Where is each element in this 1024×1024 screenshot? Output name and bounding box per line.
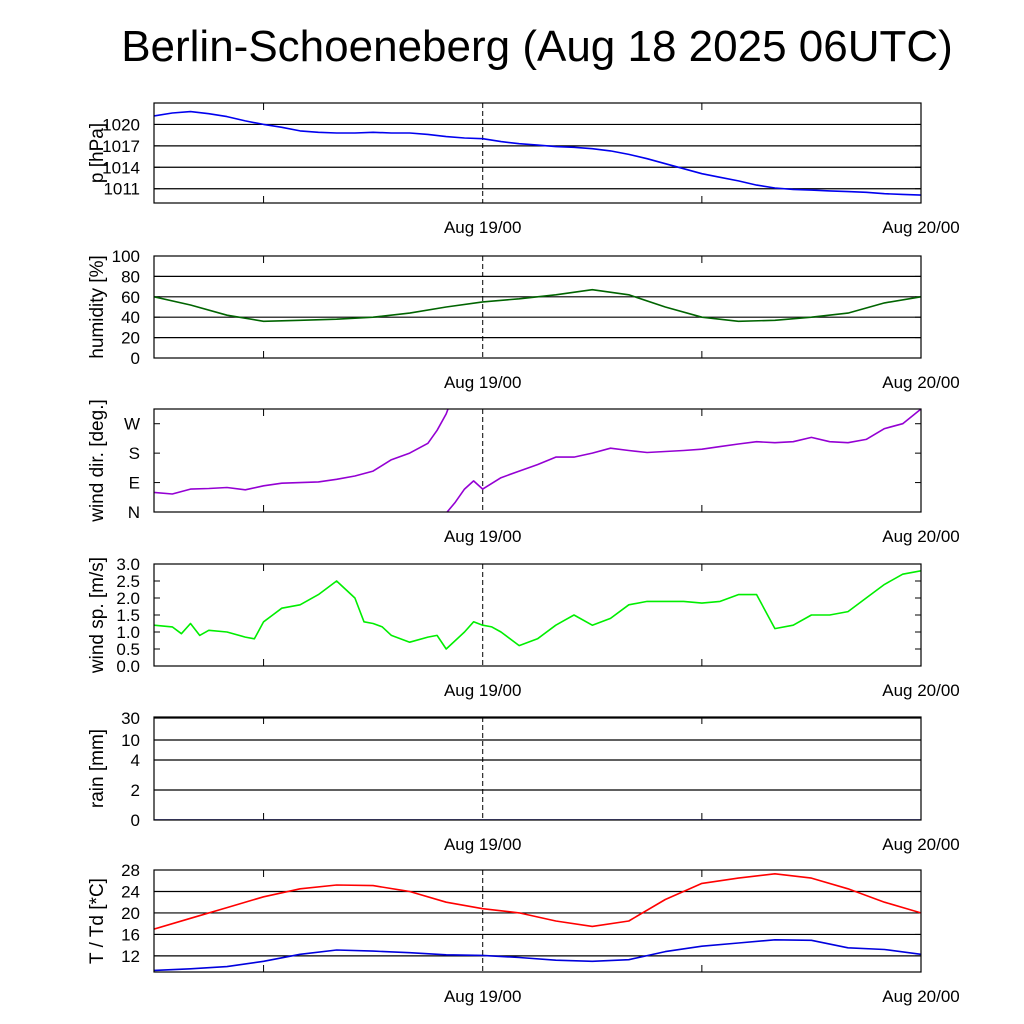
y-tick-label: 0 (131, 811, 140, 830)
plot-frame (153, 563, 922, 667)
panel-wind_speed: 0.00.51.01.52.02.53.0 Aug 19/00 Aug 20/00 w… (87, 555, 960, 700)
y-tick-label: 1017 (102, 137, 140, 156)
y-tick-label: 10 (121, 731, 140, 750)
y-tick-label: 20 (121, 329, 140, 348)
y-tick-label: 24 (121, 882, 140, 901)
y-tick-label: 2.5 (116, 572, 140, 591)
series-line-humidity (154, 288, 921, 323)
y-tick-label: S (129, 444, 140, 463)
y-tick-label: 1011 (103, 180, 140, 199)
series-line-wind_dir (446, 409, 921, 512)
y-tick-label: 1014 (102, 158, 140, 177)
y-tick-label: 60 (121, 288, 140, 307)
y-axis-label: wind dir. [deg.] (87, 399, 108, 523)
y-tick-label: 40 (121, 308, 140, 327)
panel-pressure: 1011 1014 1017 1020 Aug 19/00 Aug 20/00 p [hPa… (87, 102, 960, 237)
x-tick-label: Aug 20/00 (882, 373, 960, 392)
y-tick-label: 1.0 (116, 623, 140, 642)
y-tick-label: E (129, 474, 140, 493)
y-tick-label: 1020 (102, 115, 140, 134)
y-tick-label: 2 (131, 781, 140, 800)
x-tick-label: Aug 19/00 (444, 218, 522, 237)
y-tick-label: 12 (121, 947, 140, 966)
series-line-temperature (154, 872, 921, 930)
y-tick-label: 3.0 (116, 555, 140, 574)
y-tick-label: N (128, 503, 140, 522)
y-tick-label: 0.5 (116, 640, 140, 659)
y-tick-label: 80 (121, 267, 140, 286)
panel-temperature: 12 16 20 24 28 Aug 19/00 Aug 20/00 T / Td [*C] (87, 861, 960, 1006)
panel-rain: 0 2 410 30 Aug 19/00 Aug 20/00 rain [mm] (87, 709, 960, 854)
y-tick-label: W (124, 415, 140, 434)
y-tick-label: 16 (121, 925, 140, 944)
y-tick-label: 28 (121, 861, 140, 880)
x-tick-label: Aug 20/00 (882, 527, 960, 546)
y-axis-label: p [hPa] (87, 123, 108, 183)
plot-frame (153, 102, 922, 204)
x-tick-label: Aug 20/00 (882, 987, 960, 1006)
plot-frame (153, 408, 922, 513)
y-tick-label: 0.0 (116, 657, 140, 676)
plot-frame (153, 869, 922, 973)
series-line-pressure (154, 110, 921, 196)
x-tick-label: Aug 20/00 (882, 218, 960, 237)
series-line-wind_dir (154, 409, 449, 495)
y-tick-label: 2.0 (116, 589, 140, 608)
x-tick-label: Aug 19/00 (444, 681, 522, 700)
y-axis-label: rain [mm] (87, 729, 108, 808)
y-axis-label: wind sp. [m/s] (87, 557, 108, 674)
y-tick-label: 4 (131, 751, 140, 770)
y-tick-label: 20 (121, 904, 140, 923)
x-tick-label: Aug 20/00 (882, 681, 960, 700)
series-line-dewpoint (154, 938, 921, 972)
chart-title: Berlin-Schoeneberg (Aug 18 2025 06UTC) (121, 22, 953, 71)
plot-frame (153, 716, 922, 821)
y-tick-label: 30 (121, 709, 140, 728)
plot-frame (153, 255, 922, 359)
x-tick-label: Aug 19/00 (444, 527, 522, 546)
x-tick-label: Aug 19/00 (444, 835, 522, 854)
series-line-wind_speed (154, 570, 921, 650)
y-axis-label: humidity [%] (87, 255, 108, 358)
y-tick-label: 100 (112, 247, 140, 266)
y-axis-label: T / Td [*C] (87, 878, 108, 964)
x-tick-label: Aug 20/00 (882, 835, 960, 854)
x-tick-label: Aug 19/00 (444, 373, 522, 392)
y-tick-label: 0 (131, 349, 140, 368)
x-tick-label: Aug 19/00 (444, 987, 522, 1006)
y-tick-label: 1.5 (116, 606, 140, 625)
